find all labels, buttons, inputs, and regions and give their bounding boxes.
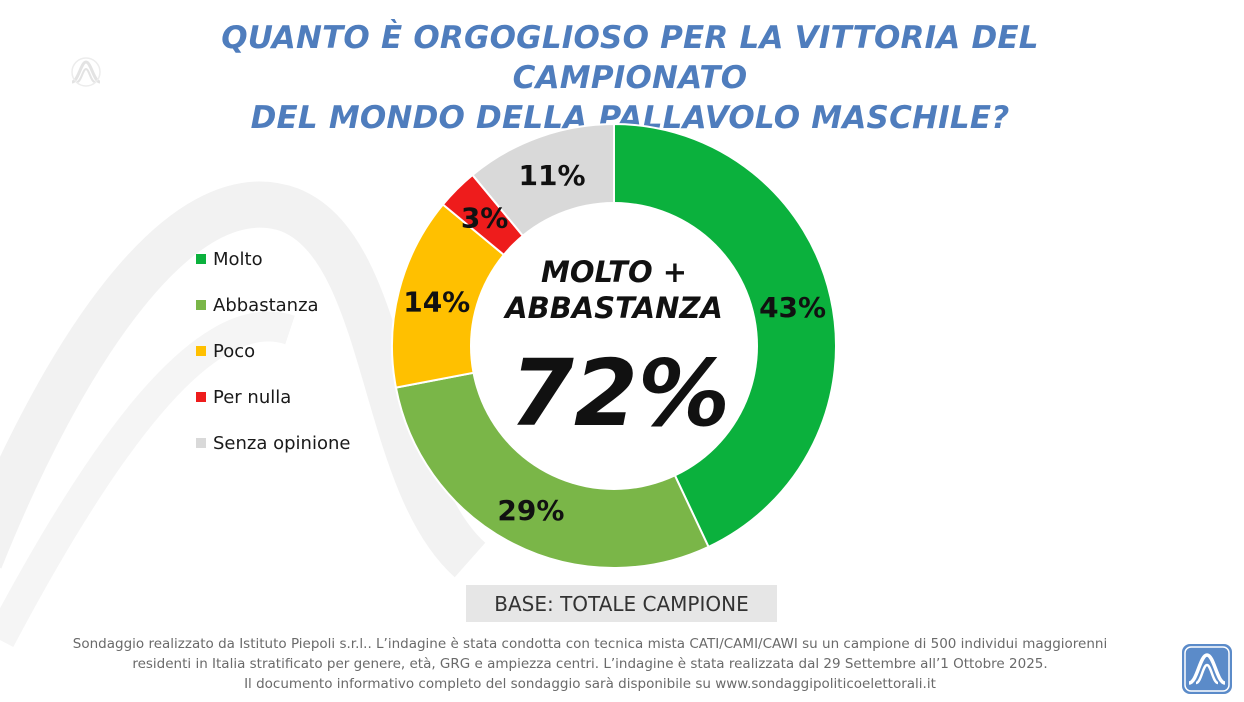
footnote-line-3: Il documento informativo completo del so… xyxy=(244,676,936,692)
legend-item-abbastanza: Abbastanza xyxy=(196,282,350,328)
center-total-value: 72% xyxy=(510,340,730,447)
center-label-line-1: MOLTO + xyxy=(541,255,687,289)
footnote-line-2: residenti in Italia stratificato per gen… xyxy=(132,656,1048,672)
piepoli-logo-badge-icon xyxy=(1182,644,1232,694)
legend-item-molto: Molto xyxy=(196,236,350,282)
data-label-senza-opinione: 11% xyxy=(518,159,585,192)
data-label-molto: 43% xyxy=(759,291,826,324)
piepoli-logo-icon xyxy=(71,57,101,87)
footnote: Sondaggio realizzato da Istituto Piepoli… xyxy=(10,634,1170,694)
chart-title-line-1: QUANTO È ORGOGLIOSO PER LA VITTORIA DEL … xyxy=(221,20,1039,96)
legend-item-per-nulla: Per nulla xyxy=(196,374,350,420)
legend-swatch xyxy=(196,300,206,310)
legend-label: Molto xyxy=(213,248,263,270)
legend-swatch xyxy=(196,346,206,356)
center-label-line-2: ABBASTANZA xyxy=(503,291,723,325)
footnote-line-1: Sondaggio realizzato da Istituto Piepoli… xyxy=(72,636,1108,652)
legend-swatch xyxy=(196,254,206,264)
legend-item-senza-opinione: Senza opinione xyxy=(196,420,350,466)
chart-legend: Molto Abbastanza Poco Per nulla Senza opinio… xyxy=(196,236,350,466)
data-label-poco: 14% xyxy=(403,285,470,318)
legend-label: Per nulla xyxy=(213,386,292,408)
legend-swatch xyxy=(196,392,206,402)
donut-hole xyxy=(470,202,758,490)
legend-label: Abbastanza xyxy=(213,294,319,316)
data-label-per-nulla: 3% xyxy=(461,202,509,235)
legend-label: Senza opinione xyxy=(213,432,351,454)
legend-label: Poco xyxy=(213,340,256,362)
base-label: BASE: TOTALE CAMPIONE xyxy=(466,585,777,622)
data-label-abbastanza: 29% xyxy=(497,494,564,527)
legend-item-poco: Poco xyxy=(196,328,350,374)
legend-swatch xyxy=(196,438,206,448)
